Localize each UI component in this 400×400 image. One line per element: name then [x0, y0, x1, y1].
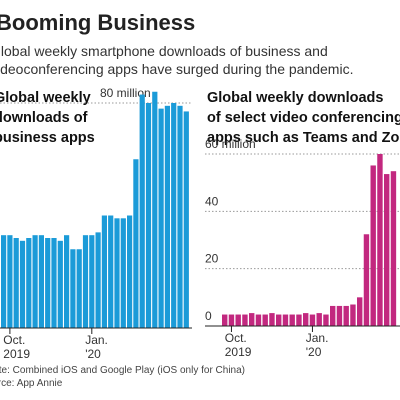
x-tick-label: Jan.: [306, 331, 329, 345]
bar: [309, 314, 316, 326]
bar: [64, 235, 70, 328]
bar: [76, 249, 82, 328]
y-tick-label: 0: [205, 309, 212, 323]
y-tick-label: 20: [205, 252, 219, 266]
bar: [390, 171, 397, 326]
bar: [45, 238, 51, 328]
bar: [158, 108, 164, 328]
bar: [7, 235, 13, 328]
bar: [343, 305, 349, 326]
bar: [289, 314, 295, 326]
chart-title: business apps: [0, 130, 95, 146]
bar: [32, 235, 38, 328]
chart-title: downloads of: [0, 110, 88, 126]
bar: [70, 249, 76, 328]
source: Source: App Annie: [0, 378, 63, 389]
bar: [139, 94, 145, 328]
bar: [1, 235, 7, 328]
bar: [38, 235, 44, 328]
bar: [114, 218, 120, 328]
bar: [384, 174, 390, 326]
bar: [303, 313, 309, 326]
x-tick-year: '20: [85, 347, 101, 361]
bar: [363, 234, 370, 326]
bar: [370, 165, 376, 326]
x-tick-label: Oct.: [225, 331, 247, 345]
note: Note: Combined iOS and Google Play (iOS …: [0, 365, 245, 376]
bar: [177, 105, 183, 328]
bar: [183, 111, 189, 328]
bar: [282, 314, 289, 326]
x-tick-year: 2019: [225, 345, 252, 359]
bar: [101, 215, 107, 328]
chart-title: Global weekly downloads: [207, 90, 383, 106]
x-tick-year: '20: [306, 345, 322, 359]
bar: [249, 313, 255, 326]
bar: [350, 304, 356, 326]
bar: [51, 238, 57, 328]
bar: [377, 154, 383, 326]
y-tick-label: 80 million: [100, 86, 151, 100]
bar: [57, 240, 63, 328]
x-tick-label: Jan.: [85, 333, 108, 347]
bar: [108, 215, 114, 328]
y-tick-label: 40: [205, 194, 219, 208]
bar: [95, 232, 101, 328]
bar: [120, 218, 126, 328]
bar: [262, 314, 268, 326]
bar: [26, 238, 32, 328]
bar: [357, 297, 363, 326]
bar: [228, 314, 235, 326]
x-tick-year: 2019: [3, 347, 30, 361]
bar: [171, 103, 177, 328]
bar: [296, 314, 302, 326]
bar: [127, 215, 133, 328]
bar: [235, 314, 241, 326]
bar: [19, 240, 26, 328]
chart-title: of select video conferencing: [207, 110, 400, 126]
subtitle-line: Global weekly smartphone downloads of bu…: [0, 43, 328, 59]
bar: [222, 314, 228, 326]
bar: [145, 103, 152, 328]
bar: [336, 305, 343, 326]
bar: [330, 305, 336, 326]
page-title: Booming Business: [0, 10, 195, 35]
x-tick-label: Oct.: [3, 333, 25, 347]
bar: [164, 105, 170, 328]
bar: [242, 314, 248, 326]
bar: [316, 313, 322, 326]
bar: [13, 238, 19, 328]
bar: [82, 235, 89, 328]
bar: [89, 235, 95, 328]
y-tick-label: 60 million: [205, 137, 256, 151]
bar: [133, 159, 139, 328]
bar: [269, 313, 275, 326]
bar: [255, 314, 262, 326]
bar: [276, 314, 282, 326]
subtitle-line: videoconferencing apps have surged durin…: [0, 61, 353, 77]
bar: [323, 314, 329, 326]
bar: [152, 91, 158, 328]
chart-title: apps such as Teams and Zoom: [207, 130, 400, 146]
chart-title: Global weekly: [0, 90, 91, 106]
